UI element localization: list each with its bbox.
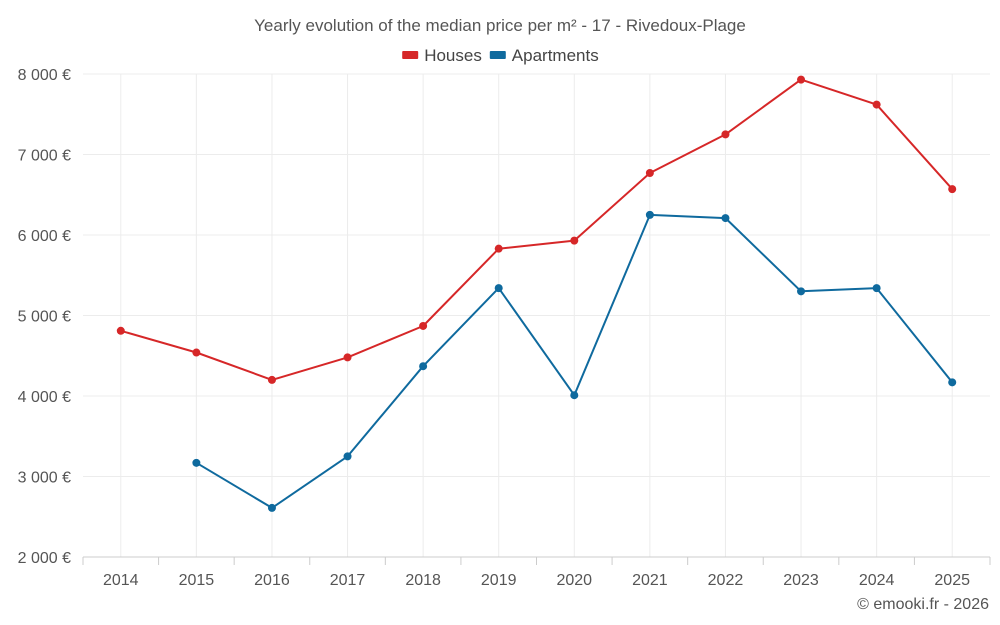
series-line-houses — [120, 78, 953, 381]
legend-swatch — [489, 51, 506, 59]
data-point-apartments[interactable] — [948, 378, 957, 387]
x-tick-label: 2024 — [859, 572, 895, 589]
data-point-houses[interactable] — [721, 130, 730, 139]
y-tick-label: 2 000 € — [18, 550, 71, 567]
grid-layer — [83, 73, 990, 558]
legend-label: Apartments — [512, 46, 599, 65]
data-point-apartments[interactable] — [872, 284, 881, 293]
x-tick-label: 2021 — [632, 572, 668, 589]
data-point-apartments[interactable] — [570, 391, 579, 400]
data-point-apartments[interactable] — [645, 210, 654, 219]
y-tick-label: 8 000 € — [18, 67, 71, 84]
data-point-apartments[interactable] — [192, 458, 201, 467]
legend-item-houses[interactable]: Houses — [402, 46, 482, 65]
x-tick-label: 2019 — [481, 572, 517, 589]
data-point-apartments[interactable] — [797, 287, 806, 296]
data-point-apartments[interactable] — [494, 284, 503, 293]
data-point-houses[interactable] — [645, 169, 654, 178]
data-point-houses[interactable] — [948, 185, 957, 194]
x-tick-label: 2014 — [103, 572, 139, 589]
series-layer — [116, 75, 957, 512]
x-tick-label: 2020 — [556, 572, 592, 589]
data-point-houses[interactable] — [267, 375, 276, 384]
data-point-houses[interactable] — [872, 100, 881, 109]
data-point-apartments[interactable] — [419, 362, 428, 371]
y-axis: 2 000 € 3 000 € 4 000 € 5 000 € 6 000 € 7 000… — [18, 67, 71, 567]
legend-item-apartments[interactable]: Apartments — [489, 46, 599, 65]
legend-label: Houses — [424, 46, 482, 65]
x-tick-label: 2018 — [405, 572, 441, 589]
y-tick-label: 7 000 € — [18, 148, 71, 165]
y-tick-label: 4 000 € — [18, 389, 71, 406]
data-point-apartments[interactable] — [267, 503, 276, 512]
series-houses — [116, 75, 957, 384]
x-tick-label: 2022 — [708, 572, 744, 589]
x-tick-label: 2025 — [934, 572, 970, 589]
x-tick-label: 2023 — [783, 572, 819, 589]
data-point-apartments[interactable] — [343, 452, 352, 461]
data-point-houses[interactable] — [570, 236, 579, 245]
data-point-houses[interactable] — [494, 244, 503, 253]
data-point-houses[interactable] — [419, 321, 428, 330]
legend[interactable]: Houses Apartments — [402, 46, 599, 65]
x-tick-label: 2016 — [254, 572, 290, 589]
y-tick-label: 3 000 € — [18, 470, 71, 487]
y-tick-label: 6 000 € — [18, 228, 71, 245]
x-tick-label: 2015 — [179, 572, 215, 589]
credit-text: © emooki.fr - 2026 — [857, 596, 989, 613]
data-point-houses[interactable] — [116, 326, 125, 335]
data-point-houses[interactable] — [343, 353, 352, 362]
series-apartments — [192, 210, 957, 512]
data-point-apartments[interactable] — [721, 214, 730, 223]
data-point-houses[interactable] — [797, 75, 806, 84]
x-axis: 2014 2015 2016 2017 2018 2019 2020 2021 2022 2023… — [82, 556, 991, 589]
y-tick-label: 5 000 € — [18, 309, 71, 326]
chart-title: Yearly evolution of the median price per… — [254, 16, 746, 35]
legend-swatch — [402, 51, 419, 59]
data-point-houses[interactable] — [192, 348, 201, 357]
x-tick-label: 2017 — [330, 572, 366, 589]
